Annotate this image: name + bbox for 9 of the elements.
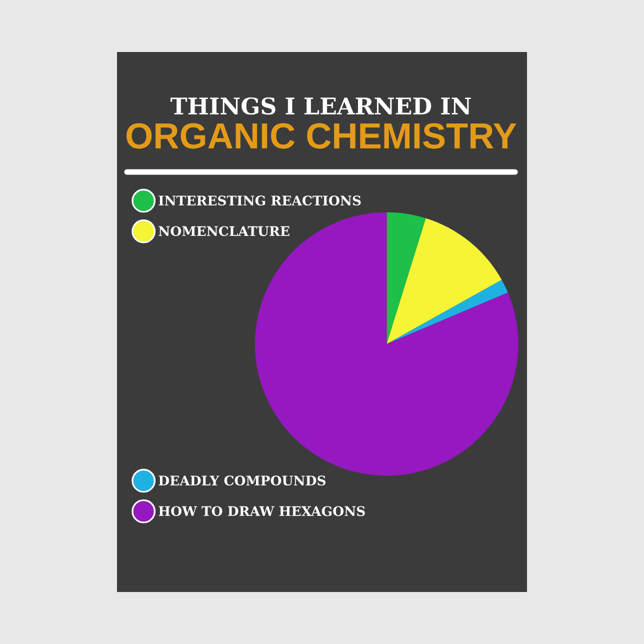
chart-title: THINGS I LEARNED IN [170,97,471,115]
legend-label: INTERESTING REACTIONS [158,196,361,206]
pie-slice [386,212,426,344]
legend-label: HOW TO DRAW HEXAGONS [158,506,365,516]
legend-label: DEADLY COMPOUNDS [158,476,326,486]
pie-slice [386,218,502,344]
legend-label: NOMENCLATURE [158,226,290,236]
pie-slice [386,280,508,344]
chart-subtitle: ORGANIC CHEMISTRY [126,123,516,149]
